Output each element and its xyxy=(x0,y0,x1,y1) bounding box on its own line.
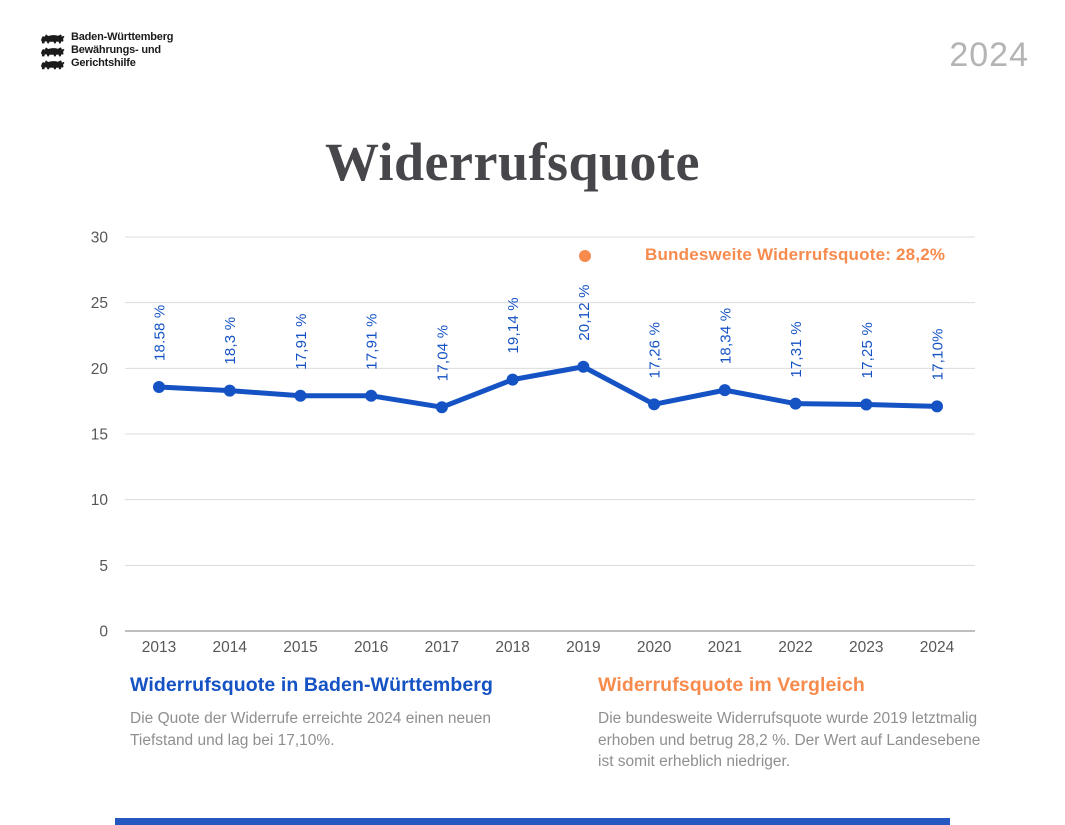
x-axis-tick-label: 2023 xyxy=(849,639,883,656)
data-point-label: 17,31 % xyxy=(788,321,805,377)
data-point xyxy=(294,389,307,402)
data-point-label: 17,25 % xyxy=(859,322,876,378)
x-axis-tick-label: 2015 xyxy=(283,639,317,656)
data-point-label: 20,12 % xyxy=(576,284,593,340)
data-point xyxy=(789,397,802,410)
x-axis-tick-label: 2013 xyxy=(142,639,176,656)
data-point-label: 17,91 % xyxy=(364,313,381,369)
legend-marker-icon xyxy=(579,250,591,262)
footer-accent-bar xyxy=(115,818,950,825)
data-point-label: 17,91 % xyxy=(293,313,310,369)
data-point xyxy=(718,384,731,397)
x-axis-tick-label: 2024 xyxy=(920,639,955,656)
y-axis-tick-label: 30 xyxy=(91,230,109,247)
x-axis-tick-label: 2017 xyxy=(425,639,459,656)
section-left-heading: Widerrufsquote in Baden-Württemberg xyxy=(130,674,493,696)
logo-line-3: Gerichtshilfe xyxy=(71,57,136,69)
logo-text: Baden-Württemberg Bewährungs- und Gerich… xyxy=(71,31,174,70)
three-lions-icon xyxy=(41,34,65,70)
section-vergleich: Widerrufsquote im Vergleich Die bundeswe… xyxy=(598,674,1013,773)
y-axis-tick-label: 0 xyxy=(99,624,108,641)
legend-label: Bundesweite Widerrufsquote: 28,2% xyxy=(645,245,946,264)
section-baden-wuerttemberg: Widerrufsquote in Baden-Württemberg Die … xyxy=(130,674,575,751)
data-point xyxy=(153,380,165,393)
x-axis-tick-label: 2019 xyxy=(566,639,600,656)
section-right-heading: Widerrufsquote im Vergleich xyxy=(598,674,865,696)
data-point xyxy=(577,360,590,373)
y-axis-tick-label: 15 xyxy=(91,427,108,444)
x-axis-tick-label: 2018 xyxy=(495,639,529,656)
data-point-label: 18,3 % xyxy=(222,317,239,365)
data-point xyxy=(648,398,661,411)
y-axis-tick-label: 5 xyxy=(99,558,108,575)
data-point-label: 18.58 % xyxy=(152,305,169,361)
data-point-label: 19,14 % xyxy=(505,297,522,353)
data-point-label: 17,10% xyxy=(930,328,947,380)
series-line xyxy=(156,364,940,410)
data-point xyxy=(223,384,236,397)
data-point-label: 17,26 % xyxy=(647,322,664,378)
data-point-label: 17,04 % xyxy=(434,325,451,381)
x-axis-tick-label: 2020 xyxy=(637,639,672,656)
section-right-body: Die bundesweite Widerrufsquote wurde 201… xyxy=(598,710,981,770)
y-axis-tick-label: 20 xyxy=(91,361,109,378)
y-axis-tick-label: 25 xyxy=(91,295,108,312)
data-point-label: 18,34 % xyxy=(717,308,734,364)
x-axis-tick-label: 2016 xyxy=(354,639,388,656)
y-axis-tick-label: 10 xyxy=(91,492,109,509)
year-badge: 2024 xyxy=(949,36,1029,74)
x-axis-tick-label: 2014 xyxy=(212,639,247,656)
x-axis-tick-label: 2021 xyxy=(708,639,742,656)
data-point xyxy=(931,400,943,413)
section-left-body: Die Quote der Widerrufe erreichte 2024 e… xyxy=(130,710,492,749)
x-axis-tick-label: 2022 xyxy=(778,639,812,656)
data-point xyxy=(506,373,519,386)
data-point xyxy=(365,389,378,402)
data-point xyxy=(435,401,448,414)
logo-line-2: Bewährungs- und xyxy=(71,44,161,56)
logo-line-1: Baden-Württemberg xyxy=(71,31,174,43)
logo: Baden-Württemberg Bewährungs- und Gerich… xyxy=(40,31,174,73)
page-title: Widerrufsquote xyxy=(324,132,700,193)
data-point xyxy=(860,398,873,411)
